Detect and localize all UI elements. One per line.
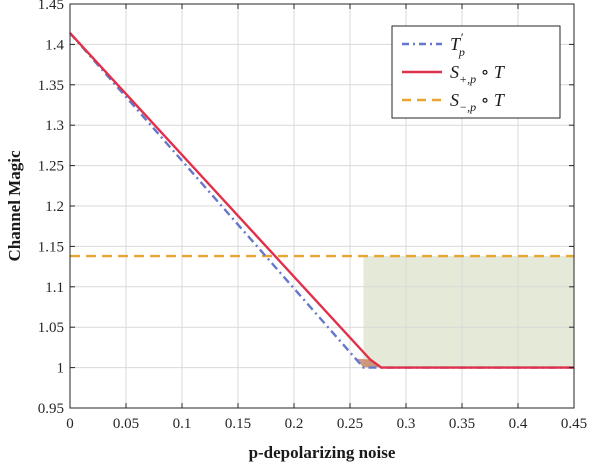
x-tick-label: 0.1: [173, 416, 192, 432]
y-axis-label: Channel Magic: [5, 150, 24, 261]
x-axis-label: p-depolarizing noise: [249, 443, 396, 462]
legend-label-2: S−,p ∘ T: [450, 90, 506, 114]
x-tick-label: 0: [66, 416, 74, 432]
y-tick-label: 1.05: [38, 320, 64, 336]
x-tick-label: 0.25: [337, 416, 363, 432]
y-tick-label: 1.3: [45, 118, 64, 134]
x-tick-label: 0.45: [561, 416, 587, 432]
y-tick-label: 1.2: [45, 199, 64, 215]
series-line-0: [69, 32, 574, 369]
shaded-gap: [355, 358, 382, 368]
y-tick-label: 1: [57, 361, 65, 377]
x-tick-label: 0.15: [225, 416, 251, 432]
y-tick-label: 1.1: [45, 280, 64, 296]
axis-ticks: 0 0.05 0.1 0.15 0.2 0.25 0.3 0.35 0.4 0.45 0.95 1 1.…: [38, 0, 587, 432]
y-tick-label: 1.35: [38, 78, 64, 94]
series-line-1: [69, 32, 574, 369]
x-tick-label: 0.2: [285, 416, 304, 432]
legend: T′ p S+,p ∘ T S−,p ∘ T: [391, 25, 561, 119]
y-tick-label: 1.4: [45, 37, 64, 53]
shaded-regions: [355, 256, 574, 368]
y-tick-label: 0.95: [38, 401, 64, 417]
y-tick-label: 1.25: [38, 159, 64, 175]
x-tick-label: 0.35: [449, 416, 475, 432]
legend-label-0: T′ p: [450, 30, 465, 59]
x-tick-label: 0.05: [113, 416, 139, 432]
y-tick-label: 1.15: [38, 239, 64, 255]
legend-label-1: S+,p ∘ T: [450, 62, 506, 86]
x-tick-label: 0.3: [397, 416, 416, 432]
x-tick-label: 0.4: [509, 416, 528, 432]
y-tick-label: 1.45: [38, 0, 64, 13]
shaded-region-0: [363, 256, 574, 368]
series-lines: [69, 32, 574, 369]
